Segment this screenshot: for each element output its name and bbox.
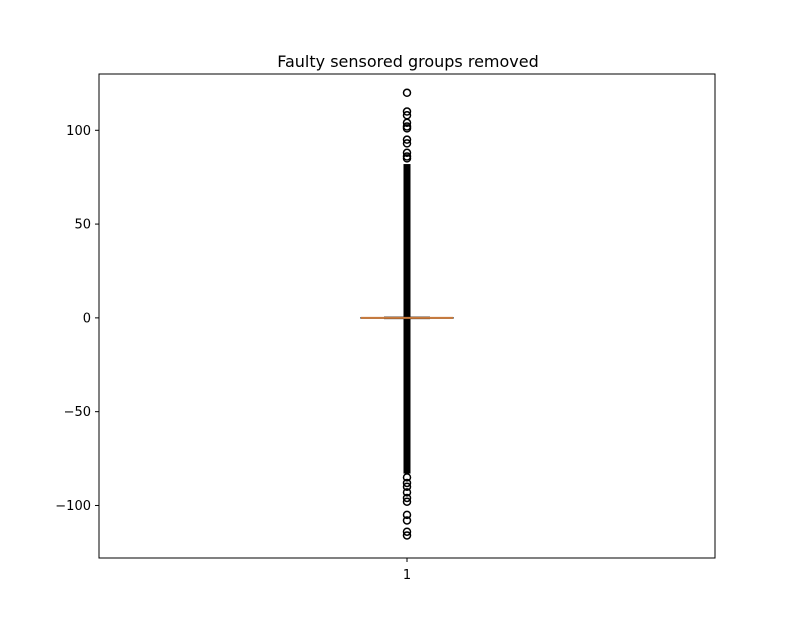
outlier-point [402, 148, 412, 158]
chart-title: Faulty sensored groups removed [277, 52, 539, 71]
outlier-point [402, 478, 412, 488]
x-axis: 1 [403, 558, 411, 583]
outlier-point [402, 516, 412, 525]
outlier-point [402, 473, 412, 482]
outlier-point [402, 154, 412, 163]
y-tick-label: −100 [55, 499, 91, 514]
outlier-point [402, 88, 412, 98]
outlier-point [402, 107, 412, 116]
y-axis: −100 −50 0 50 100 [55, 124, 99, 514]
outlier-point [402, 493, 412, 503]
boxplot-marks [360, 88, 454, 540]
y-tick-label: 0 [83, 311, 91, 326]
outlier-point [402, 488, 412, 497]
outlier-point [402, 135, 412, 144]
outlier-point [402, 497, 412, 506]
outlier-point [402, 139, 412, 148]
y-tick-label: −50 [64, 405, 91, 420]
outlier-point [402, 531, 412, 540]
y-tick-label: 100 [66, 124, 91, 139]
outlier-point [402, 124, 412, 133]
outlier-point [402, 527, 412, 536]
outlier-point [402, 118, 412, 128]
y-tick-label: 50 [74, 218, 91, 233]
outlier-point [402, 510, 412, 520]
outlier-point [402, 482, 412, 491]
x-tick-label: 1 [403, 568, 411, 583]
